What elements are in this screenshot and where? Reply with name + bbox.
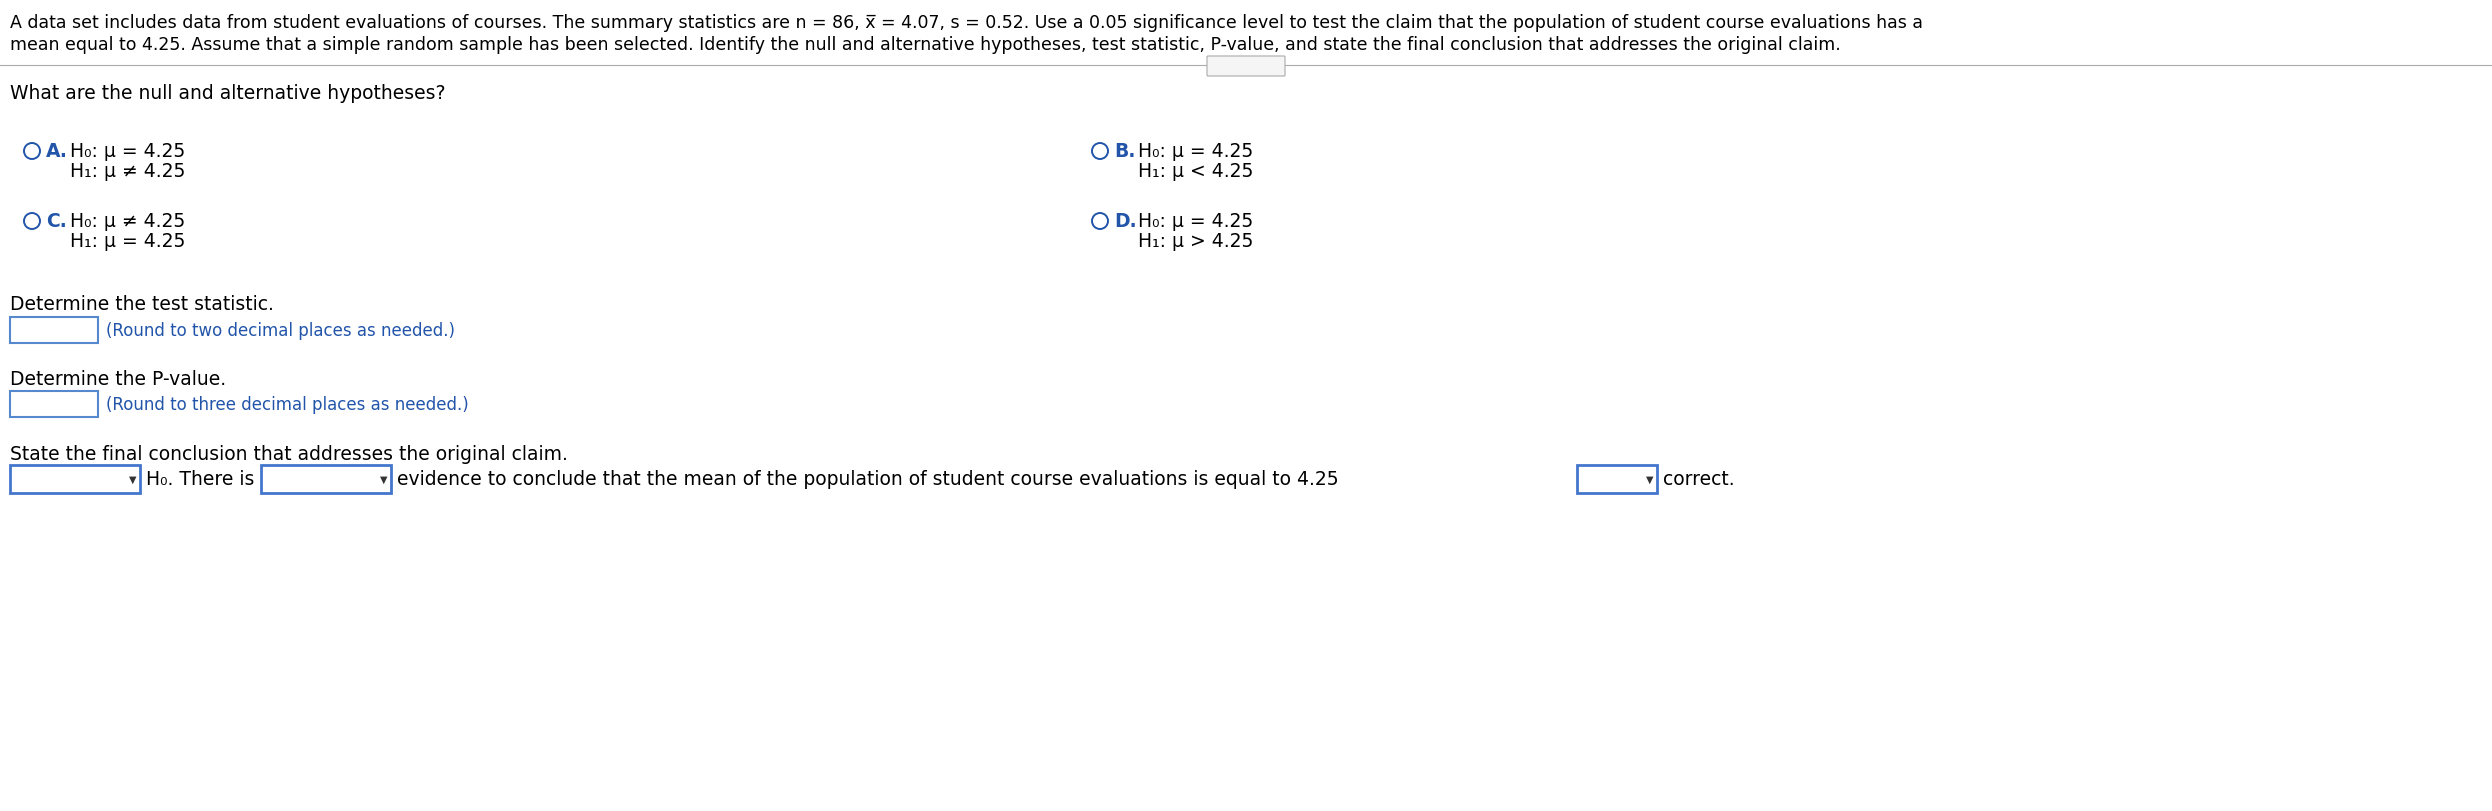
Text: B.: B. bbox=[1114, 142, 1136, 161]
Text: mean equal to 4.25. Assume that a simple random sample has been selected. Identi: mean equal to 4.25. Assume that a simple… bbox=[10, 36, 1842, 54]
Text: Determine the test statistic.: Determine the test statistic. bbox=[10, 294, 274, 314]
Text: A data set includes data from student evaluations of courses. The summary statis: A data set includes data from student ev… bbox=[10, 14, 1924, 32]
FancyBboxPatch shape bbox=[262, 466, 391, 493]
Text: H₁: μ = 4.25: H₁: μ = 4.25 bbox=[70, 232, 184, 251]
FancyBboxPatch shape bbox=[10, 392, 97, 418]
Text: A.: A. bbox=[45, 142, 67, 161]
Text: ▼: ▼ bbox=[1645, 474, 1652, 484]
Text: (Round to three decimal places as needed.): (Round to three decimal places as needed… bbox=[107, 396, 468, 414]
Text: H₀: μ = 4.25: H₀: μ = 4.25 bbox=[70, 142, 184, 161]
FancyBboxPatch shape bbox=[10, 318, 97, 344]
Text: • • • • •: • • • • • bbox=[1226, 62, 1266, 72]
Text: correct.: correct. bbox=[1662, 470, 1734, 489]
Text: H₀. There is: H₀. There is bbox=[147, 470, 254, 489]
FancyBboxPatch shape bbox=[1206, 57, 1286, 77]
Text: ▼: ▼ bbox=[130, 474, 137, 484]
Text: H₁: μ > 4.25: H₁: μ > 4.25 bbox=[1139, 232, 1253, 251]
FancyBboxPatch shape bbox=[10, 466, 140, 493]
Text: C.: C. bbox=[45, 212, 67, 230]
Text: H₀: μ = 4.25: H₀: μ = 4.25 bbox=[1139, 142, 1253, 161]
Text: State the final conclusion that addresses the original claim.: State the final conclusion that addresse… bbox=[10, 444, 568, 463]
Text: H₀: μ = 4.25: H₀: μ = 4.25 bbox=[1139, 212, 1253, 230]
Text: H₀: μ ≠ 4.25: H₀: μ ≠ 4.25 bbox=[70, 212, 184, 230]
Text: H₁: μ < 4.25: H₁: μ < 4.25 bbox=[1139, 162, 1253, 181]
Text: ▼: ▼ bbox=[379, 474, 386, 484]
Text: D.: D. bbox=[1114, 212, 1136, 230]
Text: evidence to conclude that the mean of the population of student course evaluatio: evidence to conclude that the mean of th… bbox=[396, 470, 1338, 489]
Text: H₁: μ ≠ 4.25: H₁: μ ≠ 4.25 bbox=[70, 162, 184, 181]
FancyBboxPatch shape bbox=[1577, 466, 1657, 493]
Text: (Round to two decimal places as needed.): (Round to two decimal places as needed.) bbox=[107, 322, 456, 340]
Text: What are the null and alternative hypotheses?: What are the null and alternative hypoth… bbox=[10, 84, 446, 103]
Text: Determine the P-value.: Determine the P-value. bbox=[10, 370, 227, 388]
